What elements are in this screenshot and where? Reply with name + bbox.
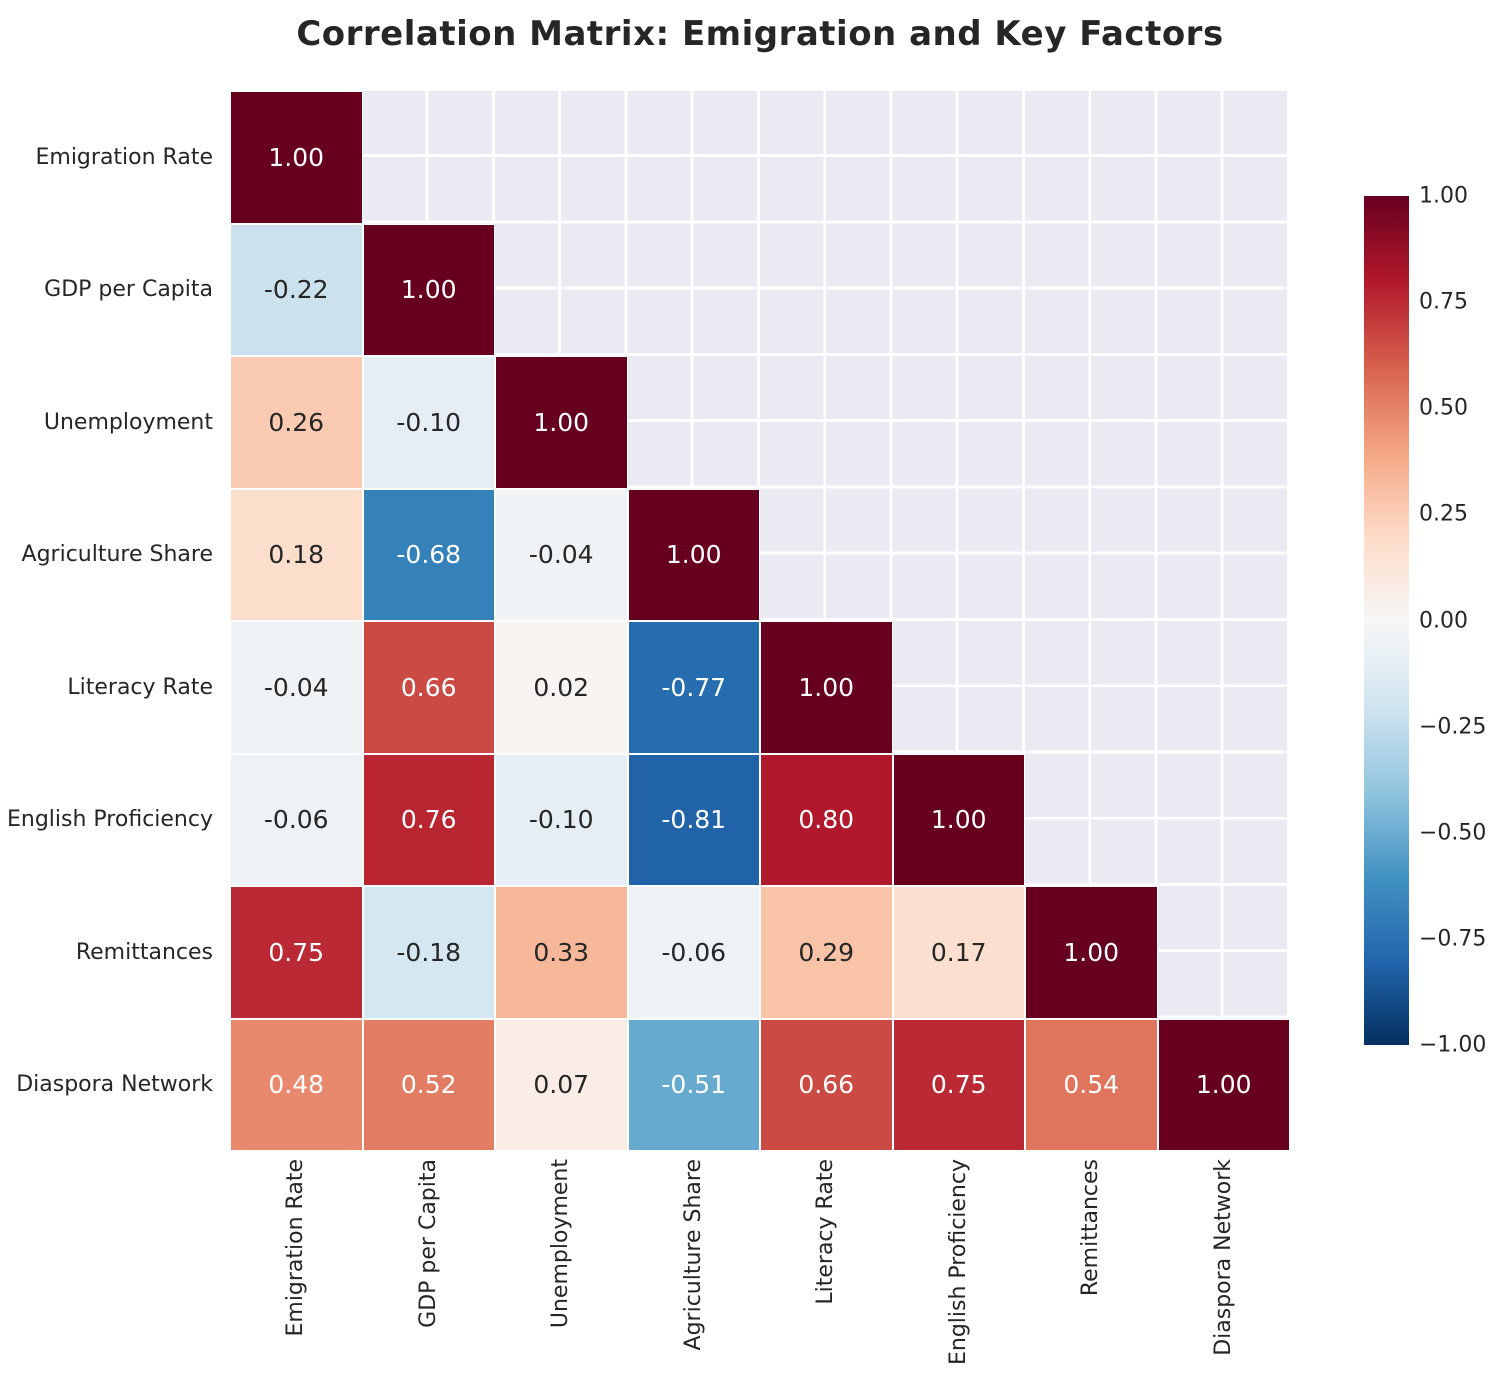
matrix-cell: 0.18 — [230, 488, 363, 621]
colorbar-tick-label: −0.75 — [1419, 926, 1487, 952]
x-tick-label: Unemployment — [548, 1159, 574, 1329]
colorbar-tick-label: 0.25 — [1419, 501, 1468, 527]
matrix-cell: 0.17 — [892, 886, 1025, 1019]
x-tick-label: English Proficiency — [945, 1159, 971, 1365]
matrix-cell: -0.06 — [230, 753, 363, 886]
matrix-cell: -0.04 — [495, 488, 628, 621]
colorbar-tick-label: −0.25 — [1419, 714, 1487, 740]
y-tick-label: Literacy Rate — [67, 674, 213, 700]
y-tick-label: GDP per Capita — [44, 277, 213, 303]
x-tick-label: Literacy Rate — [813, 1159, 839, 1305]
y-axis-labels: Emigration Rate GDP per Capita Unemploymen… — [0, 91, 221, 1151]
matrix-cell: -0.04 — [230, 621, 363, 754]
matrix-cell: 0.66 — [760, 1018, 893, 1151]
matrix-cell: 0.33 — [495, 886, 628, 1019]
matrix-cell: 1.00 — [1157, 1018, 1290, 1151]
matrix-cell: -0.81 — [627, 753, 760, 886]
y-tick-label: Emigration Rate — [35, 144, 213, 170]
x-axis-labels: Emigration Rate GDP per Capita Unemploymen… — [230, 1159, 1290, 1379]
matrix-cell: 0.75 — [892, 1018, 1025, 1151]
colorbar-tick-label: −1.00 — [1419, 1032, 1487, 1058]
matrix-cell: 0.52 — [362, 1018, 495, 1151]
matrix-cell: -0.22 — [230, 223, 363, 356]
matrix-cell: 1.00 — [230, 91, 363, 224]
colorbar-tick-label: −0.50 — [1419, 820, 1487, 846]
matrix-cell: 0.02 — [495, 621, 628, 754]
heatmap-plot: 1.00 -0.22 1.00 0.26 -0.10 1.00 0.18 -0.68 -0.04… — [230, 91, 1290, 1151]
matrix-cell: 0.66 — [362, 621, 495, 754]
matrix-cell: -0.10 — [495, 753, 628, 886]
y-tick-label: Remittances — [75, 939, 213, 965]
matrix-cell: 1.00 — [760, 621, 893, 754]
matrix-cell: 0.76 — [362, 753, 495, 886]
matrix-cell: 0.75 — [230, 886, 363, 1019]
colorbar-tick-label: 0.75 — [1419, 289, 1468, 315]
matrix-cell: 0.48 — [230, 1018, 363, 1151]
colorbar-gradient — [1364, 196, 1409, 1045]
colorbar-tick-label: 0.50 — [1419, 395, 1468, 421]
matrix-cell: -0.68 — [362, 488, 495, 621]
matrix-cell: -0.51 — [627, 1018, 760, 1151]
x-tick-label: Diaspora Network — [1210, 1159, 1236, 1356]
matrix-cell: -0.06 — [627, 886, 760, 1019]
matrix-cell: 1.00 — [495, 356, 628, 489]
y-tick-label: Agriculture Share — [21, 542, 213, 568]
matrix-cell: 0.29 — [760, 886, 893, 1019]
matrix-cell: 0.80 — [760, 753, 893, 886]
matrix-cell: -0.18 — [362, 886, 495, 1019]
matrix-cell: 1.00 — [627, 488, 760, 621]
y-tick-label: English Proficiency — [7, 807, 213, 833]
colorbar-tick-label: 0.00 — [1419, 608, 1468, 633]
x-tick-label: Emigration Rate — [283, 1159, 309, 1337]
x-tick-label: GDP per Capita — [415, 1159, 441, 1328]
matrix-cell: 1.00 — [892, 753, 1025, 886]
x-tick-label: Agriculture Share — [680, 1159, 706, 1351]
matrix-cell: 1.00 — [1025, 886, 1158, 1019]
colorbar-tick-label: 1.00 — [1419, 183, 1468, 209]
matrix-cell: 0.07 — [495, 1018, 628, 1151]
matrix-cell: -0.77 — [627, 621, 760, 754]
y-tick-label: Diaspora Network — [16, 1072, 213, 1098]
matrix-cell: 0.54 — [1025, 1018, 1158, 1151]
chart-title: Correlation Matrix: Emigration and Key F… — [296, 14, 1224, 54]
matrix-cell: 0.26 — [230, 356, 363, 489]
matrix-cell: -0.10 — [362, 356, 495, 489]
y-tick-label: Unemployment — [43, 409, 213, 435]
matrix-cell: 1.00 — [362, 223, 495, 356]
x-tick-label: Remittances — [1078, 1159, 1104, 1297]
